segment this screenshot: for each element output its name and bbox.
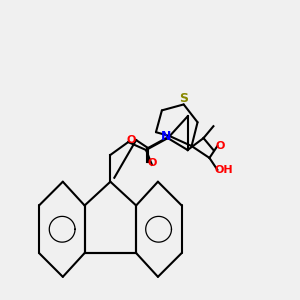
- Text: N: N: [161, 130, 171, 142]
- Text: O: O: [127, 135, 136, 145]
- Text: O: O: [147, 158, 157, 168]
- Text: OH: OH: [214, 165, 232, 175]
- Text: O: O: [216, 141, 225, 151]
- Text: S: S: [179, 92, 188, 105]
